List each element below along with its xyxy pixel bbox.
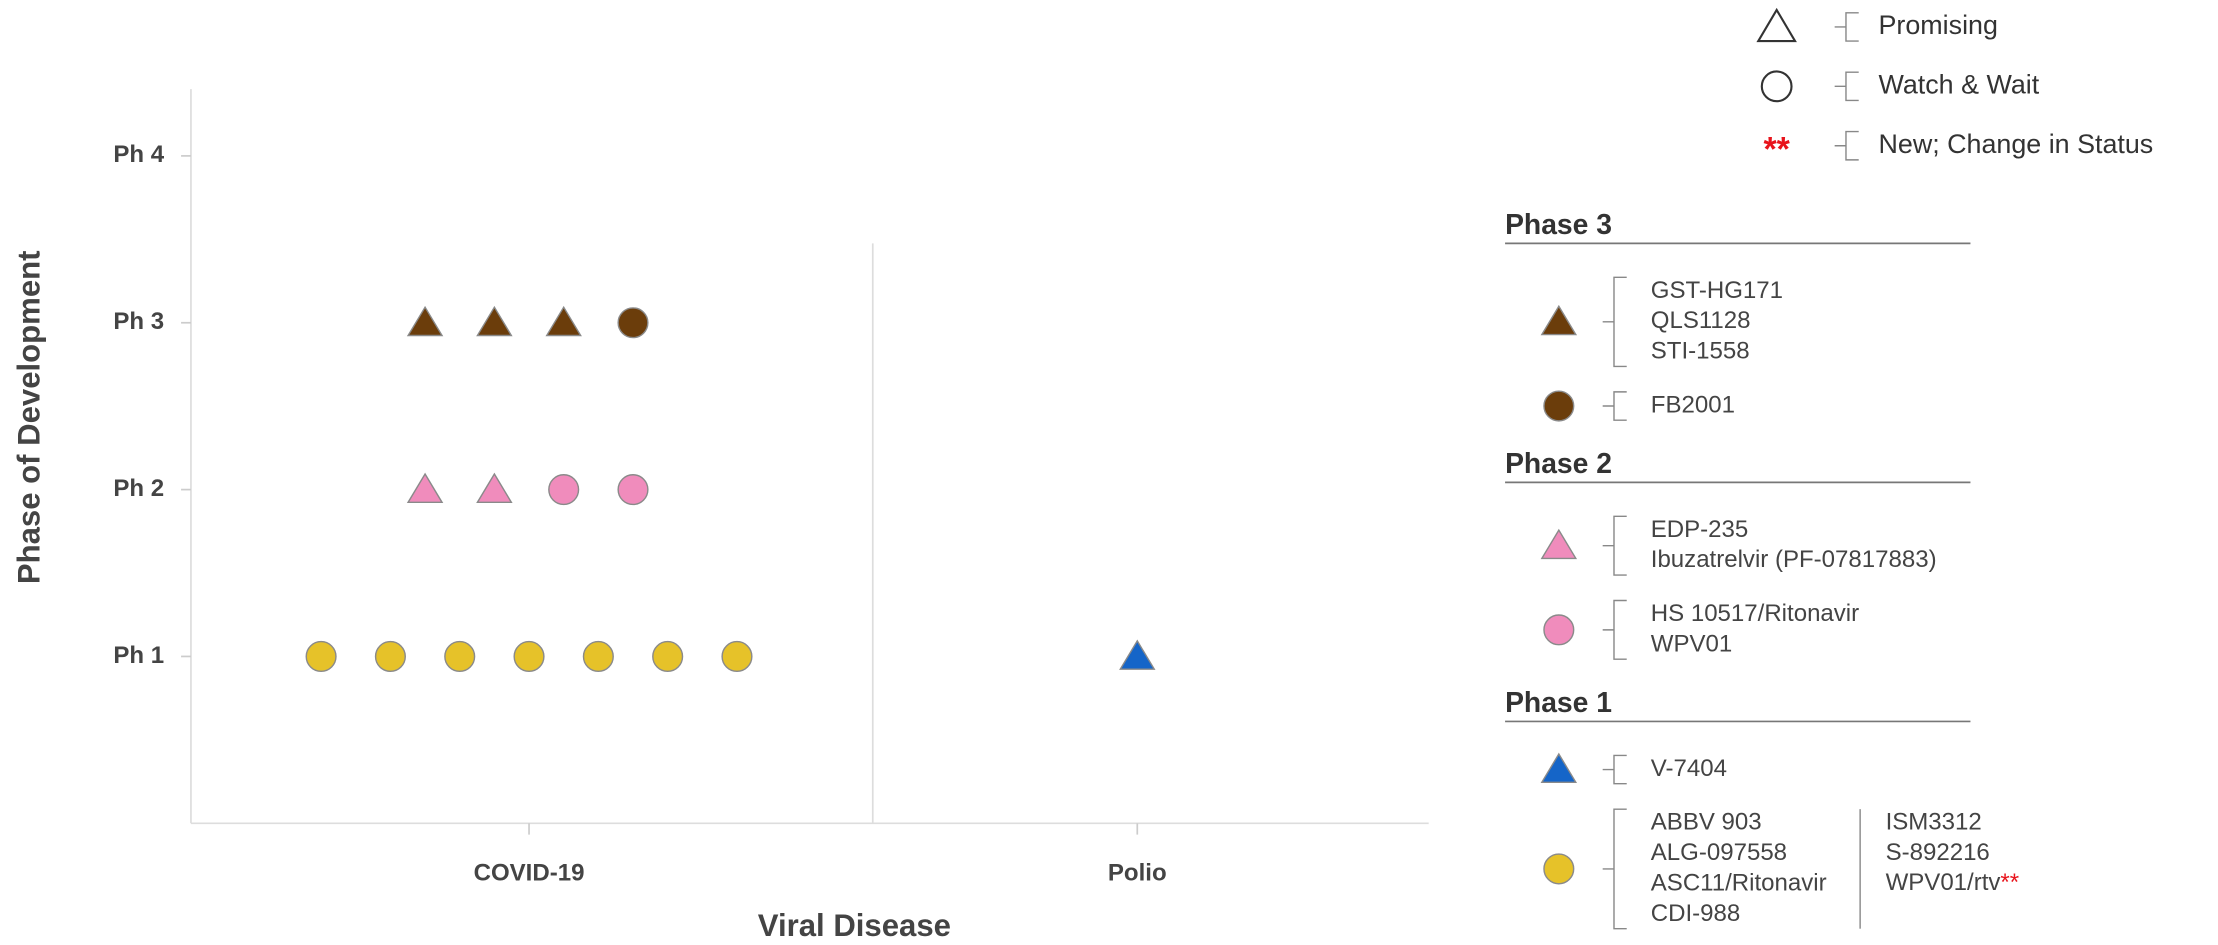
- key-label: Promising: [1879, 10, 1998, 40]
- legend-marker: [1540, 304, 1578, 336]
- y-axis-title: Phase of Development: [11, 251, 46, 585]
- bracket: [1602, 276, 1627, 368]
- y-tick-label: Ph 2: [113, 475, 164, 502]
- data-point: [444, 640, 476, 673]
- drug-label: EDP-235: [1651, 516, 1749, 543]
- y-tick-label: Ph 3: [113, 308, 164, 335]
- drug-label: GST-HG171: [1651, 277, 1783, 304]
- drug-label: CDI-988: [1651, 900, 1740, 927]
- bracket: [1602, 515, 1627, 576]
- y-tick-label: Ph 4: [113, 141, 164, 168]
- key-label: New; Change in Status: [1879, 129, 2154, 159]
- x-tick-label: COVID-19: [474, 860, 585, 887]
- data-point: [721, 640, 753, 673]
- drug-label: STI-1558: [1651, 338, 1750, 365]
- phase-heading: Phase 1: [1505, 686, 1612, 718]
- drug-label: ASC11/Ritonavir: [1651, 869, 1827, 896]
- drug-label: WPV01/rtv**: [1886, 869, 2020, 896]
- legend-marker: [1543, 614, 1575, 646]
- data-point: [476, 472, 513, 504]
- data-point: [617, 307, 649, 339]
- key-triangle: [1756, 7, 1797, 43]
- drug-label: ISM3312: [1886, 809, 1982, 836]
- y-tick-label: Ph 1: [113, 642, 164, 669]
- bracket: [1834, 12, 1859, 42]
- bracket: [1602, 599, 1627, 660]
- drug-name: WPV01/rtv: [1886, 869, 2001, 896]
- x-axis-title: Viral Disease: [758, 908, 951, 943]
- data-point: [545, 305, 582, 337]
- data-point: [617, 474, 649, 506]
- bracket: [1602, 754, 1627, 785]
- legend-marker: [1543, 853, 1575, 885]
- drug-label: HS 10517/Ritonavir: [1651, 600, 1859, 627]
- drug-label: V-7404: [1651, 755, 1727, 782]
- key-label: Watch & Wait: [1879, 69, 2040, 99]
- legend-marker: [1543, 390, 1575, 422]
- bracket: [1602, 391, 1627, 421]
- data-point: [476, 305, 513, 337]
- data-point: [548, 474, 580, 506]
- drug-label: Ibuzatrelvir (PF-07817883): [1651, 546, 1937, 573]
- data-point: [374, 640, 406, 673]
- drug-flag: **: [2000, 869, 2019, 896]
- data-point: [406, 305, 444, 337]
- legend-marker: [1540, 752, 1578, 783]
- data-point: [1119, 639, 1156, 670]
- bracket: [1602, 808, 1627, 930]
- data-point: [513, 640, 545, 673]
- data-point: [582, 640, 614, 673]
- drug-label: WPV01: [1651, 630, 1732, 657]
- key-symbol: **: [1763, 130, 1790, 168]
- drug-label: QLS1128: [1651, 307, 1751, 334]
- drug-label: FB2001: [1651, 391, 1735, 418]
- bracket: [1834, 130, 1859, 161]
- key-circle: [1760, 70, 1793, 103]
- data-point: [652, 640, 684, 673]
- x-tick-label: Polio: [1108, 860, 1167, 887]
- drug-label: S-892216: [1886, 839, 1990, 866]
- bracket: [1834, 71, 1859, 102]
- legend-marker: [1540, 528, 1578, 560]
- drug-label: ABBV 903: [1651, 809, 1762, 836]
- phase-heading: Phase 3: [1505, 208, 1612, 240]
- drug-label: ALG-097558: [1651, 839, 1787, 866]
- data-point: [305, 640, 337, 673]
- data-point: [406, 472, 444, 504]
- phase-heading: Phase 2: [1505, 447, 1612, 479]
